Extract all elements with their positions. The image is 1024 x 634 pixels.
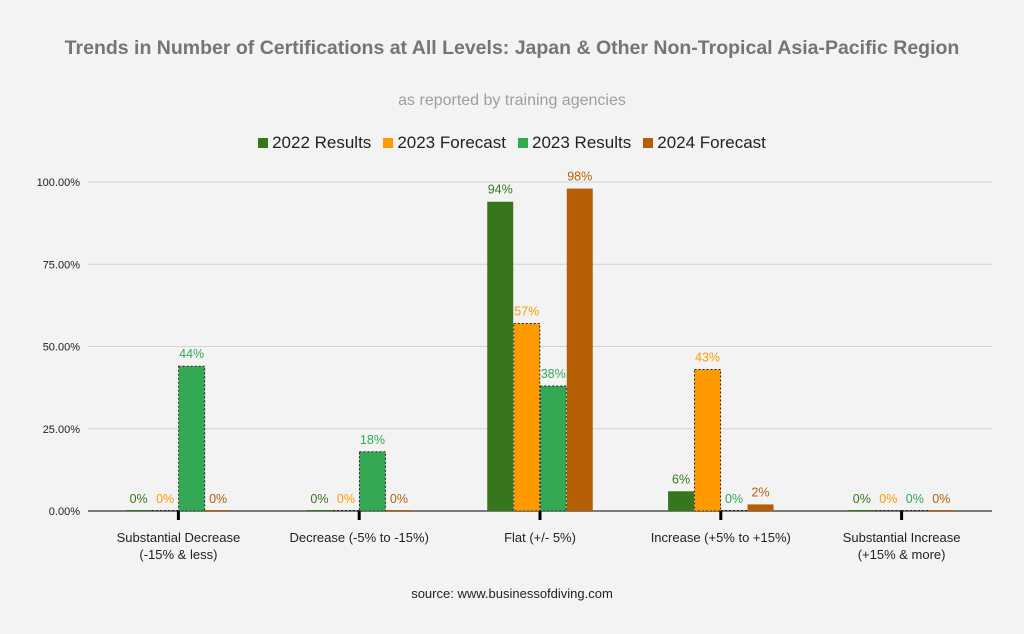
data-label: 18% [360,433,385,447]
data-label: 94% [488,183,513,197]
bar [747,504,774,511]
chart-legend: 2022 Results 2023 Forecast 2023 Results … [0,133,1024,153]
data-label: 43% [695,351,720,365]
data-label: 0% [853,492,871,506]
legend-swatch-2023-results [518,138,528,148]
y-tick-label: 75.00% [43,259,81,271]
x-tick-label: Decrease (-5% to -15%) [289,530,428,545]
data-label: 98% [567,170,592,184]
legend-item-2023-forecast[interactable]: 2023 Forecast [383,133,506,153]
source-note: source: www.businessofdiving.com [411,586,613,601]
chart-subtitle: as reported by training agencies [398,92,626,109]
y-tick-label: 100.00% [37,177,81,189]
bar [487,201,514,512]
legend-item-2023-results[interactable]: 2023 Results [518,133,631,153]
bar [358,451,386,512]
data-label: 0% [932,492,950,506]
data-label: 0% [156,492,174,506]
legend-label-2024-forecast: 2024 Forecast [657,133,766,152]
legend-label-2023-results: 2023 Results [532,133,632,152]
data-label: 0% [209,492,227,506]
data-label: 0% [310,492,328,506]
data-label: 0% [130,492,148,506]
bar [668,491,695,511]
data-label: 0% [337,492,355,506]
legend-swatch-2023-forecast [383,138,394,148]
y-tick-label: 50.00% [43,342,81,354]
bar [178,365,206,512]
data-label: 44% [179,347,204,361]
bar [513,322,541,512]
legend-label-2023-forecast: 2023 Forecast [397,133,506,152]
legend-label-2022-results: 2022 Results [272,133,372,152]
chart-title: Trends in Number of Certifications at Al… [64,37,960,59]
x-tick-label: Substantial Increase (+15% & more) [843,530,961,562]
bar [539,385,567,512]
y-tick-label: 25.00% [43,424,81,436]
x-tick-label: Increase (+5% to +15%) [651,530,791,545]
data-label: 38% [541,367,566,381]
data-label: 6% [672,472,690,486]
x-tick-label: Flat (+/- 5%) [504,530,576,545]
legend-swatch-2024-forecast [643,138,654,148]
bar [694,369,722,512]
data-label: 0% [879,492,897,506]
legend-item-2022-results[interactable]: 2022 Results [258,133,371,153]
x-tick-label: Substantial Decrease (-15% & less) [117,530,241,562]
legend-swatch-2022-results [258,138,269,148]
data-label: 2% [752,485,770,499]
data-label: 0% [725,492,743,506]
data-label: 0% [390,492,408,506]
data-label: 57% [514,304,539,318]
legend-item-2024-forecast[interactable]: 2024 Forecast [643,133,766,153]
data-label: 0% [906,492,924,506]
y-tick-label: 0.00% [49,506,80,518]
bar [566,188,593,511]
